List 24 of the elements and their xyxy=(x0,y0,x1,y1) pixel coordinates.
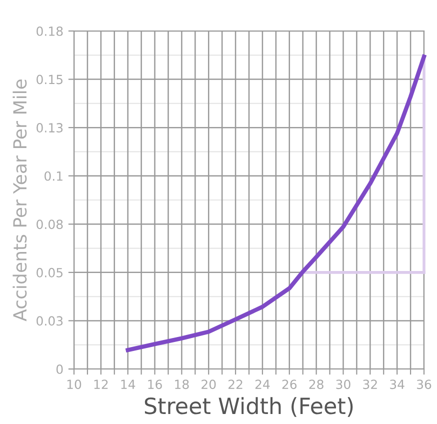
y-tick-label: 0.08 xyxy=(36,220,63,230)
x-tick-label: 34 xyxy=(390,380,404,390)
x-tick-label: 28 xyxy=(309,380,324,390)
x-tick-label: 20 xyxy=(202,380,216,390)
x-tick-label: 24 xyxy=(255,380,270,389)
y-tick-label: 0.05 xyxy=(36,268,62,278)
x-tick-label: 18 xyxy=(175,380,189,390)
x-axis-title: Street Width (Feet) xyxy=(144,397,353,417)
x-tick-label: 30 xyxy=(336,380,350,390)
y-tick-label: 0.15 xyxy=(36,74,62,84)
x-tick-label: 26 xyxy=(282,380,297,390)
y-tick-label: 0.03 xyxy=(36,316,63,326)
x-tick-label: 14 xyxy=(121,380,136,389)
x-tick-label: 10 xyxy=(67,380,82,390)
x-tick-label: 12 xyxy=(94,380,108,389)
y-tick-label: 0.1 xyxy=(44,171,62,181)
y-axis-title: Accidents Per Year Per Mile xyxy=(12,80,27,322)
y-tick-label: 0 xyxy=(56,364,63,374)
x-tick-label: 16 xyxy=(148,380,162,390)
y-tick-label: 0.13 xyxy=(36,123,63,132)
x-tick-label: 32 xyxy=(363,380,377,390)
y-tick-label: 0.18 xyxy=(36,26,63,36)
x-tick-label: 36 xyxy=(417,380,432,390)
x-tick-label: 22 xyxy=(228,380,242,389)
